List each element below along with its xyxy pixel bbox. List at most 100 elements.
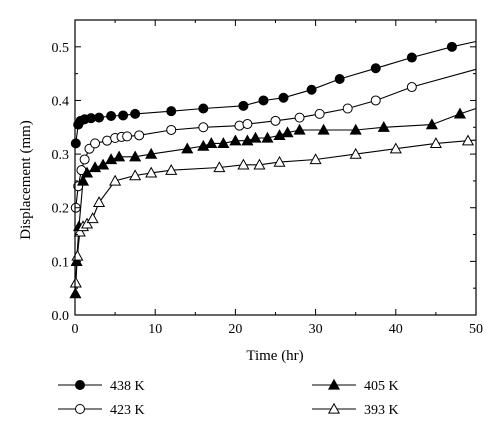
legend-entry: 423 K bbox=[58, 403, 145, 418]
data-point bbox=[97, 158, 110, 170]
plot-layer bbox=[69, 40, 477, 299]
data-point bbox=[294, 112, 305, 123]
y-tick-label: 0.2 bbox=[52, 202, 70, 217]
data-point bbox=[198, 122, 209, 133]
data-point bbox=[80, 217, 94, 229]
data-point bbox=[342, 103, 353, 114]
y-tick-label: 0.4 bbox=[52, 94, 70, 109]
data-point bbox=[217, 137, 230, 149]
legend-label: 438 K bbox=[110, 379, 145, 394]
data-point bbox=[270, 115, 281, 126]
legend-marker bbox=[75, 404, 85, 414]
data-point bbox=[181, 142, 194, 154]
data-point bbox=[293, 123, 306, 135]
series-405-k bbox=[69, 107, 477, 299]
data-point bbox=[306, 84, 317, 95]
y-tick-label: 0.3 bbox=[52, 148, 70, 163]
data-point bbox=[349, 123, 362, 135]
axes-layer: 0 10 20 30 40 50 0.0 0.1 0.2 0.3 0.4 0.5 bbox=[52, 19, 483, 337]
data-point bbox=[109, 174, 122, 186]
data-point bbox=[238, 100, 249, 111]
data-point bbox=[273, 155, 286, 167]
data-point bbox=[118, 110, 129, 121]
series-393-k bbox=[69, 134, 477, 288]
data-point bbox=[406, 82, 417, 93]
data-point bbox=[242, 119, 253, 130]
data-point bbox=[249, 131, 262, 143]
data-point bbox=[198, 103, 209, 114]
data-point bbox=[165, 163, 178, 175]
legend-entry: 438 K bbox=[58, 379, 145, 394]
data-point bbox=[334, 74, 345, 84]
x-tick-label: 0 bbox=[72, 322, 79, 337]
data-point bbox=[370, 63, 381, 74]
x-axis-title: Time (hr) bbox=[246, 348, 303, 364]
data-point bbox=[278, 92, 289, 103]
data-point bbox=[79, 154, 90, 165]
data-point bbox=[76, 174, 90, 186]
data-point bbox=[370, 95, 381, 106]
data-point bbox=[145, 147, 158, 159]
y-tick-label: 0.1 bbox=[52, 255, 70, 270]
data-point bbox=[113, 150, 126, 162]
data-point bbox=[129, 150, 142, 162]
data-point bbox=[94, 112, 105, 123]
data-point bbox=[453, 107, 467, 119]
data-point bbox=[134, 130, 145, 141]
data-point bbox=[446, 41, 457, 52]
data-point bbox=[166, 124, 177, 135]
y-tick-label: 0.5 bbox=[52, 41, 70, 56]
legend-label: 423 K bbox=[110, 403, 145, 418]
data-point bbox=[69, 276, 82, 288]
legend-label: 405 K bbox=[364, 379, 399, 394]
data-point bbox=[281, 126, 294, 138]
legend-marker bbox=[327, 378, 341, 390]
data-point bbox=[86, 212, 99, 224]
legend-entry: 393 K bbox=[312, 402, 399, 418]
series-438-k bbox=[70, 40, 477, 149]
data-point bbox=[309, 153, 322, 165]
data-point bbox=[389, 142, 402, 154]
legend-label: 393 K bbox=[364, 403, 399, 418]
legend-marker bbox=[75, 380, 85, 390]
data-point bbox=[205, 137, 218, 149]
data-point bbox=[349, 147, 362, 159]
x-tick-label: 40 bbox=[389, 322, 403, 337]
data-point bbox=[71, 249, 84, 261]
x-tick-label: 10 bbox=[148, 322, 162, 337]
data-point bbox=[461, 134, 475, 146]
data-point bbox=[237, 158, 250, 170]
data-point bbox=[145, 166, 158, 178]
data-point bbox=[70, 138, 81, 149]
data-point bbox=[429, 137, 442, 149]
data-point bbox=[213, 161, 226, 173]
data-point bbox=[229, 134, 242, 146]
plot-frame bbox=[74, 19, 477, 316]
data-point bbox=[425, 118, 438, 130]
data-point bbox=[261, 131, 274, 143]
series-line bbox=[75, 139, 477, 283]
legend-marker bbox=[327, 402, 341, 414]
data-point bbox=[106, 111, 117, 122]
data-point bbox=[234, 120, 245, 131]
x-tick-label: 50 bbox=[469, 322, 483, 337]
y-tick-label: 0.0 bbox=[52, 309, 70, 324]
legend-entry: 405 K bbox=[312, 378, 399, 394]
data-point bbox=[93, 196, 106, 208]
x-tick-label: 20 bbox=[228, 322, 242, 337]
data-point bbox=[258, 95, 269, 106]
series-423-k bbox=[70, 68, 477, 213]
data-point bbox=[73, 225, 86, 237]
data-point bbox=[406, 52, 417, 63]
x-tick-label: 30 bbox=[309, 322, 323, 337]
y-axis-title: Displacement (mm) bbox=[18, 120, 34, 240]
data-point bbox=[90, 138, 101, 149]
data-point bbox=[377, 121, 390, 132]
data-point bbox=[166, 106, 177, 117]
data-point bbox=[253, 158, 266, 170]
series-line bbox=[75, 68, 477, 208]
data-point bbox=[129, 169, 142, 181]
data-point bbox=[314, 108, 325, 119]
